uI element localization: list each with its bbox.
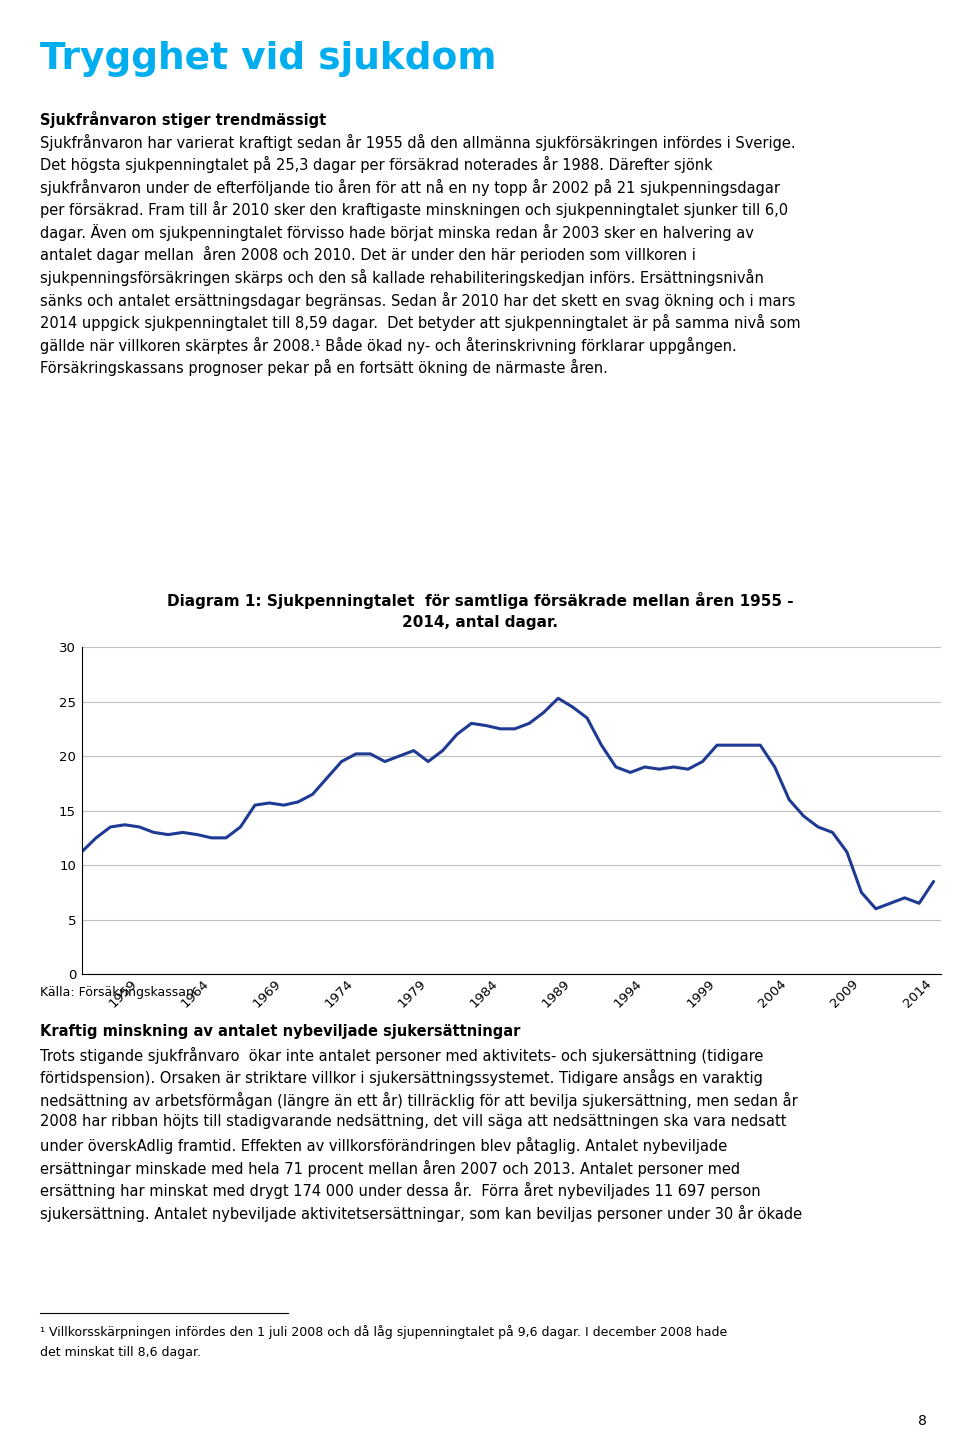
Text: nedsättning av arbetsförmågan (längre än ett år) tillräcklig för att bevilja sju: nedsättning av arbetsförmågan (längre än… <box>40 1092 798 1109</box>
Text: förtidspension). Orsaken är striktare villkor i sjukersättningssystemet. Tidigar: förtidspension). Orsaken är striktare vi… <box>40 1070 763 1086</box>
Text: Diagram 1: Sjukpenningtalet  för samtliga försäkrade mellan åren 1955 -
2014, an: Diagram 1: Sjukpenningtalet för samtliga… <box>167 592 793 630</box>
Text: Försäkringskassans prognoser pekar på en fortsätt ökning de närmaste åren.: Försäkringskassans prognoser pekar på en… <box>40 359 609 377</box>
Text: Trygghet vid sjukdom: Trygghet vid sjukdom <box>40 41 497 77</box>
Text: Sjukfrånvaron har varierat kraftigt sedan år 1955 då den allmänna sjukförsäkring: Sjukfrånvaron har varierat kraftigt seda… <box>40 134 796 151</box>
Text: gällde när villkoren skärptes år 2008.¹ Både ökad ny- och återinskrivning förkla: gällde när villkoren skärptes år 2008.¹ … <box>40 336 737 353</box>
Text: Källa: Försäkringskassan: Källa: Försäkringskassan <box>40 986 194 999</box>
Text: Kraftig minskning av antalet nybeviljade sjukersättningar: Kraftig minskning av antalet nybeviljade… <box>40 1024 520 1038</box>
Text: Sjukfrånvaron stiger trendmässigt: Sjukfrånvaron stiger trendmässigt <box>40 111 326 128</box>
Text: ¹ Villkorsskärpningen infördes den 1 juli 2008 och då låg sjupenningtalet på 9,6: ¹ Villkorsskärpningen infördes den 1 jul… <box>40 1325 728 1339</box>
Text: per försäkrad. Fram till år 2010 sker den kraftigaste minskningen och sjukpennin: per försäkrad. Fram till år 2010 sker de… <box>40 201 788 218</box>
Text: Trots stigande sjukfrånvaro  ökar inte antalet personer med aktivitets- och sjuk: Trots stigande sjukfrånvaro ökar inte an… <box>40 1047 764 1064</box>
Text: sjukpenningsförsäkringen skärps och den så kallade rehabiliteringskedjan införs.: sjukpenningsförsäkringen skärps och den … <box>40 269 764 286</box>
Text: dagar. Även om sjukpenningtalet förvisso hade börjat minska redan år 2003 sker e: dagar. Även om sjukpenningtalet förvisso… <box>40 224 755 241</box>
Text: 8: 8 <box>918 1413 926 1428</box>
Text: 2008 har ribban höjts till stadigvarande nedsättning, det vill säga att nedsättn: 2008 har ribban höjts till stadigvarande… <box>40 1114 787 1130</box>
Text: antalet dagar mellan  åren 2008 och 2010. Det är under den här perioden som vill: antalet dagar mellan åren 2008 och 2010.… <box>40 246 696 263</box>
Text: sjukfrånvaron under de efterföljande tio åren för att nå en ny topp år 2002 på 2: sjukfrånvaron under de efterföljande tio… <box>40 179 780 196</box>
Text: det minskat till 8,6 dagar.: det minskat till 8,6 dagar. <box>40 1346 202 1359</box>
Text: 2014 uppgick sjukpenningtalet till 8,59 dagar.  Det betyder att sjukpenningtalet: 2014 uppgick sjukpenningtalet till 8,59 … <box>40 314 801 332</box>
Text: sjukersättning. Antalet nybeviljade aktivitetsersättningar, som kan beviljas per: sjukersättning. Antalet nybeviljade akti… <box>40 1204 803 1221</box>
Text: under överskAdlig framtid. Effekten av villkorsförändringen blev påtaglig. Antal: under överskAdlig framtid. Effekten av v… <box>40 1137 728 1154</box>
Text: sänks och antalet ersättningsdagar begränsas. Sedan år 2010 har det skett en sva: sänks och antalet ersättningsdagar begrä… <box>40 291 796 308</box>
Text: Det högsta sjukpenningtalet på 25,3 dagar per försäkrad noterades år 1988. Däref: Det högsta sjukpenningtalet på 25,3 daga… <box>40 156 713 173</box>
Text: ersättningar minskade med hela 71 procent mellan åren 2007 och 2013. Antalet per: ersättningar minskade med hela 71 procen… <box>40 1160 740 1176</box>
Text: ersättning har minskat med drygt 174 000 under dessa år.  Förra året nybeviljade: ersättning har minskat med drygt 174 000… <box>40 1182 761 1200</box>
